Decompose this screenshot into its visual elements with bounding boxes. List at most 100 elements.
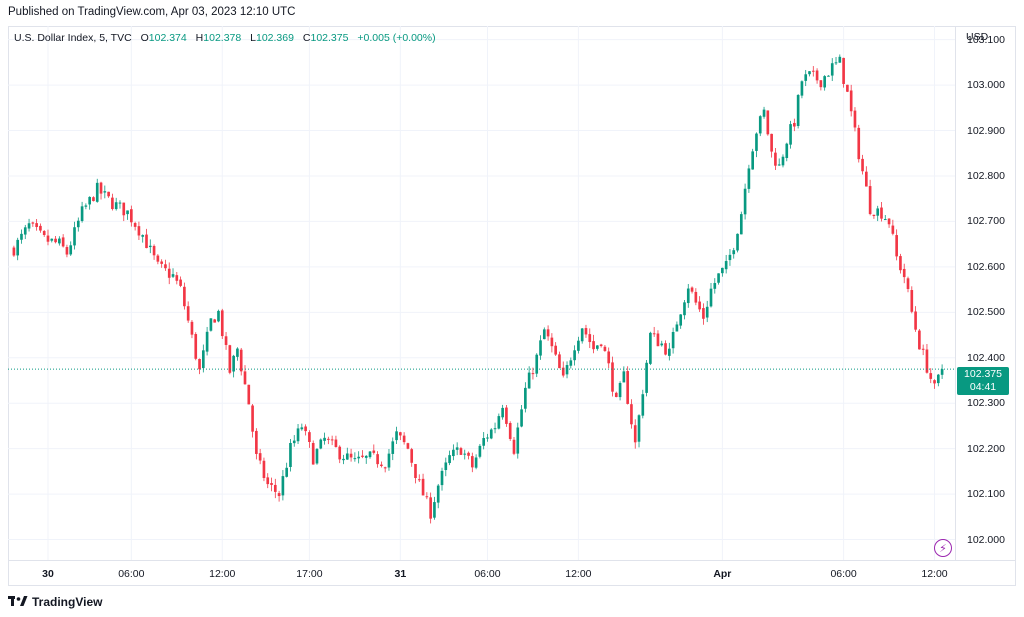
candle — [728, 254, 732, 261]
currency-label[interactable]: USD — [966, 31, 989, 43]
candle — [448, 455, 451, 464]
candle — [694, 291, 698, 303]
candle — [649, 332, 652, 364]
candle — [429, 497, 432, 519]
candle — [474, 457, 478, 468]
candle — [406, 443, 410, 449]
candle — [156, 255, 160, 262]
candle — [179, 279, 182, 286]
candle — [148, 245, 152, 248]
candle — [796, 95, 800, 126]
candle — [520, 409, 523, 427]
candle — [607, 351, 611, 364]
candle — [656, 333, 660, 347]
candle — [133, 223, 137, 227]
candle — [883, 219, 887, 221]
candle — [330, 439, 334, 441]
candle — [899, 256, 902, 271]
candle — [383, 467, 387, 469]
candle — [99, 182, 103, 194]
candle — [417, 479, 421, 481]
tradingview-brand[interactable]: TradingView — [8, 595, 102, 609]
candle — [823, 76, 826, 88]
candle — [895, 235, 898, 257]
candle — [524, 387, 527, 409]
candle — [777, 164, 781, 166]
candle — [76, 220, 80, 228]
candle — [614, 392, 618, 398]
candle — [39, 225, 42, 231]
candle — [755, 133, 758, 151]
candle — [921, 348, 925, 350]
candle — [425, 496, 429, 498]
candle — [421, 478, 425, 496]
candle — [698, 301, 701, 310]
high-label: H — [195, 32, 204, 44]
candle — [546, 329, 550, 337]
candle — [190, 321, 194, 335]
candle — [637, 415, 641, 442]
candle — [842, 57, 845, 84]
candle — [243, 371, 247, 385]
candle — [323, 437, 326, 441]
candle — [542, 329, 546, 340]
candle — [277, 493, 281, 497]
candle — [130, 209, 133, 223]
candle — [774, 152, 777, 166]
candle — [910, 290, 914, 312]
candle — [861, 158, 864, 172]
candle — [789, 124, 792, 145]
candle — [65, 247, 69, 255]
last-price-badge: 102.375 04:41 — [957, 367, 1009, 395]
candle — [171, 274, 175, 277]
candle — [251, 405, 254, 432]
candle — [834, 62, 838, 64]
candle — [830, 63, 834, 76]
candle — [584, 328, 588, 335]
candle — [804, 74, 808, 81]
candle — [175, 275, 179, 281]
candle — [849, 90, 853, 112]
bolt-icon[interactable]: ⚡ — [934, 539, 952, 557]
candle — [596, 345, 599, 349]
x-tick-label: 12:00 — [209, 568, 236, 580]
candle — [220, 310, 224, 337]
candle — [122, 202, 126, 216]
candle — [50, 238, 54, 241]
time-axis-separator — [8, 560, 1016, 561]
symbol-name[interactable]: U.S. Dollar Index, 5, TVC — [14, 32, 132, 44]
brand-name: TradingView — [32, 595, 103, 609]
candle — [232, 355, 235, 372]
last-price-value: 102.375 — [964, 368, 1002, 380]
candle — [535, 354, 539, 374]
candle — [236, 348, 239, 357]
candle — [724, 261, 728, 270]
candle — [213, 319, 217, 323]
candle — [709, 288, 713, 307]
candle — [247, 384, 251, 405]
candle — [580, 328, 584, 342]
chart-plot[interactable] — [8, 26, 955, 560]
y-tick-label: 103.100 — [967, 33, 1005, 46]
candle — [402, 435, 406, 443]
y-tick-label: 102.700 — [967, 215, 1005, 228]
candle — [486, 437, 489, 439]
candle — [914, 311, 917, 330]
y-tick-label: 102.900 — [967, 124, 1005, 137]
candle — [815, 70, 819, 81]
y-tick-label: 103.000 — [967, 79, 1005, 92]
candle — [111, 197, 114, 210]
candle — [906, 278, 910, 289]
candle — [103, 191, 107, 193]
candle — [539, 340, 542, 356]
candle — [747, 168, 751, 189]
candle — [342, 458, 345, 461]
symbol-legend: U.S. Dollar Index, 5, TVC O102.374 H102.… — [14, 32, 436, 44]
candle — [660, 343, 664, 346]
candle — [395, 431, 398, 441]
candle — [311, 442, 315, 465]
y-tick-label: 102.500 — [967, 306, 1005, 319]
candle — [80, 206, 84, 222]
candle — [20, 233, 23, 240]
candle — [258, 453, 262, 461]
